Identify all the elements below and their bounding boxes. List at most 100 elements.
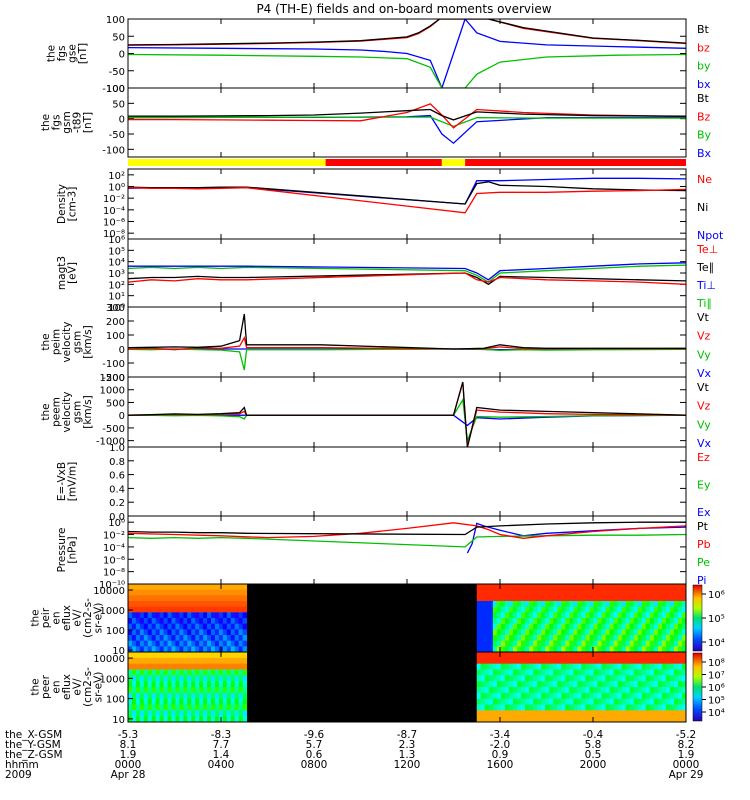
spectrogram-cell: [641, 698, 647, 705]
spectrogram-cell: [601, 652, 607, 659]
spectrogram-cell: [541, 710, 546, 717]
spectrogram-cell: [621, 652, 627, 659]
legend-Vt: Vt: [697, 311, 710, 324]
spectrogram-cell: [516, 692, 522, 700]
spectrogram-cell: [605, 612, 611, 619]
spectrogram-cell: [195, 716, 200, 723]
colorbar-tick-label: 10⁸: [708, 658, 725, 669]
spectrogram-cell: [529, 629, 534, 636]
spectrogram-cell: [681, 692, 687, 700]
spectrogram-cell: [581, 710, 586, 717]
spectrogram-cell: [657, 681, 663, 688]
spectrogram-cell: [601, 687, 607, 694]
spectrogram-cell: [565, 704, 570, 711]
x-axis-labels: the_X-GSMthe_Y-GSMthe_Z-GSMhhmm2009-5.38…: [5, 729, 703, 781]
spectrogram-cell: [143, 704, 149, 711]
spectrogram-cell: [230, 698, 236, 705]
y-tick-label: 10¹: [108, 292, 125, 303]
spectrogram-cell: [512, 640, 518, 647]
spectrogram-cell: [480, 698, 486, 705]
spectrogram-cell: [203, 681, 208, 688]
spectrogram-cell: [597, 646, 602, 653]
spectrogram-cell: [605, 646, 611, 653]
spectrogram-cell: [661, 635, 667, 642]
spectrogram-cell: [131, 710, 137, 717]
spectrogram-cell: [589, 606, 594, 613]
spectrogram-cell: [565, 675, 570, 682]
spectrogram-cell: [625, 584, 631, 591]
spectrogram-cell: [569, 675, 574, 682]
spectrogram-cell: [139, 687, 145, 694]
spectrogram-cell: [203, 710, 208, 717]
spectrogram-cell: [155, 589, 161, 596]
spectrogram-cell: [629, 646, 635, 653]
spectrogram-cell: [657, 663, 663, 670]
spectrogram-cell: [561, 687, 566, 694]
spectrogram-cell: [128, 635, 133, 642]
spectrogram-cell: [569, 698, 574, 705]
spectrogram-cell: [155, 595, 161, 602]
spectrogram-cell: [480, 640, 486, 647]
y-axis-label-line: [km/s]: [82, 325, 94, 359]
spectrogram-cell: [230, 606, 236, 613]
spectrogram-cell: [143, 716, 149, 723]
spectrogram-cell: [504, 675, 510, 682]
spectrogram-cell: [238, 657, 244, 665]
spectrogram-cell: [163, 601, 169, 608]
spectrogram-cell: [131, 612, 137, 619]
spectrogram-cell: [203, 635, 208, 642]
spectrogram-cell: [238, 681, 244, 688]
spectrogram-cell: [135, 629, 141, 636]
spectrogram-cell: [187, 657, 192, 665]
spectrogram-cell: [211, 646, 216, 653]
spectrogram-cell: [135, 652, 141, 659]
spectrogram-cell: [573, 675, 578, 682]
spectrogram-cell: [504, 692, 510, 700]
spectrogram-cell: [577, 589, 582, 596]
y-axis-label-line: sr-eV): [93, 672, 105, 703]
spectrogram-cell: [135, 589, 141, 596]
spectrogram-cell: [541, 606, 546, 613]
spectrogram-cell: [629, 704, 635, 711]
spectrogram-cell: [649, 675, 655, 682]
spectrogram-cell: [163, 635, 169, 642]
spectrogram-cell: [484, 698, 490, 705]
spectrogram-cell: [226, 704, 232, 711]
spectrogram-cell: [669, 618, 675, 625]
spectrogram-cell: [155, 704, 161, 711]
spectrogram-cell: [601, 584, 607, 591]
spectrogram-cell: [613, 710, 619, 717]
spectrogram-cell: [613, 601, 619, 608]
spectrogram-cell: [508, 612, 514, 619]
spectrogram-cell: [657, 612, 663, 619]
spectrogram-cell: [665, 646, 671, 653]
spectrogram-cell: [512, 652, 518, 659]
spectrogram-cell: [155, 675, 161, 682]
spectrogram-cell: [617, 595, 623, 602]
spectrogram-cell: [537, 657, 542, 665]
spectrogram-cell: [585, 716, 590, 723]
legend-Vz: Vz: [697, 330, 711, 343]
spectrogram-cell: [581, 675, 586, 682]
spectrogram-cell: [665, 629, 671, 636]
spectrogram-cell: [593, 710, 598, 717]
spectrogram-cell: [633, 652, 639, 659]
spectrogram-cell: [589, 710, 594, 717]
spectrogram-cell: [545, 612, 550, 619]
spectrogram-cell: [609, 657, 615, 665]
spectrogram-cell: [625, 595, 631, 602]
spectrogram-cell: [649, 669, 655, 676]
spectrogram-cell: [533, 669, 538, 676]
spectrogram-cell: [633, 710, 639, 717]
spectrogram-cell: [496, 704, 502, 711]
spectrogram-cell: [637, 657, 643, 665]
spectrogram-cell: [147, 584, 153, 591]
spectrogram-cell: [508, 704, 514, 711]
spectrogram-cell: [211, 698, 216, 705]
spectrogram-cell: [681, 606, 687, 613]
spectrogram-cell: [569, 657, 574, 665]
spectrogram-cell: [653, 652, 659, 659]
spectrogram-cell: [476, 646, 482, 653]
